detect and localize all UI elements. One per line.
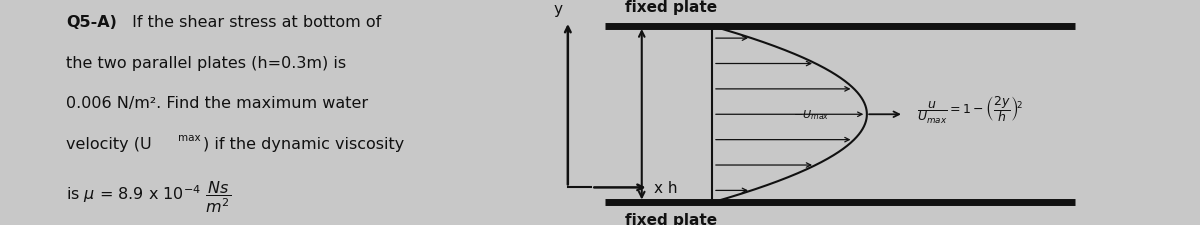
Text: Q5-A): Q5-A) bbox=[66, 15, 116, 30]
Text: If the shear stress at bottom of: If the shear stress at bottom of bbox=[127, 15, 382, 30]
Text: fixed plate: fixed plate bbox=[625, 0, 718, 15]
Text: x h: x h bbox=[654, 180, 677, 195]
Text: ) if the dynamic viscosity: ) if the dynamic viscosity bbox=[203, 136, 404, 151]
Text: is $\mu$ = 8.9 x 10$^{-4}$ $\dfrac{Ns}{m^2}$: is $\mu$ = 8.9 x 10$^{-4}$ $\dfrac{Ns}{m… bbox=[66, 179, 232, 214]
Text: fixed plate: fixed plate bbox=[625, 212, 718, 225]
Text: y: y bbox=[553, 2, 563, 17]
Text: $\dfrac{u}{U_{max}}=1-\left(\dfrac{2y}{h}\right)^{\!2}$: $\dfrac{u}{U_{max}}=1-\left(\dfrac{2y}{h… bbox=[917, 94, 1024, 125]
Text: max: max bbox=[178, 132, 200, 142]
Text: $-U_{max}$: $-U_{max}$ bbox=[793, 108, 829, 122]
Text: velocity (U: velocity (U bbox=[66, 136, 151, 151]
Text: the two parallel plates (h=0.3m) is: the two parallel plates (h=0.3m) is bbox=[66, 56, 346, 70]
Text: 0.006 N/m². Find the maximum water: 0.006 N/m². Find the maximum water bbox=[66, 96, 368, 111]
